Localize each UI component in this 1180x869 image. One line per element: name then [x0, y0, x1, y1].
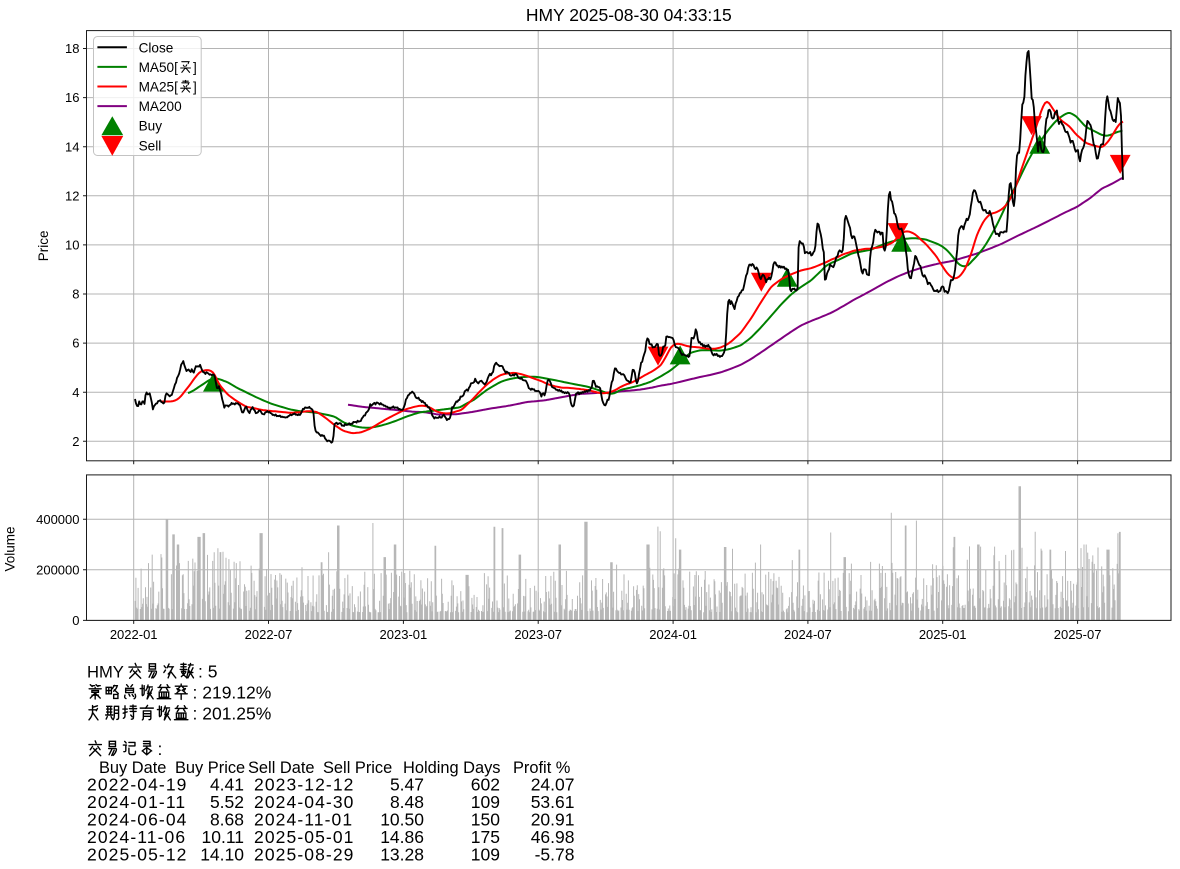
svg-text:4: 4 [72, 385, 79, 400]
svg-text:400000: 400000 [36, 512, 79, 527]
svg-text:2: 2 [72, 434, 79, 449]
svg-text:2025-05-12: 2025-05-12 [87, 845, 188, 865]
svg-text:: 219.12%: : 219.12% [193, 683, 272, 703]
svg-text:2025-07: 2025-07 [1054, 627, 1102, 642]
svg-text:5.47: 5.47 [390, 775, 424, 795]
svg-text:]: ] [193, 80, 197, 95]
svg-text:12: 12 [65, 188, 79, 203]
svg-text:2023-01: 2023-01 [380, 627, 428, 642]
svg-text:2024-01: 2024-01 [649, 627, 697, 642]
svg-text:8.68: 8.68 [210, 810, 244, 830]
svg-text:2024-06-04: 2024-06-04 [87, 810, 188, 830]
svg-text:-5.78: -5.78 [535, 845, 575, 865]
svg-text:14.86: 14.86 [380, 827, 424, 847]
svg-text:10.11: 10.11 [202, 827, 245, 847]
svg-text:Holding Days: Holding Days [403, 759, 500, 777]
svg-text:24.07: 24.07 [531, 775, 575, 795]
svg-text:2024-11-06: 2024-11-06 [87, 827, 186, 847]
svg-text:46.98: 46.98 [531, 827, 575, 847]
svg-text:: 5: : 5 [198, 662, 217, 682]
svg-text:150: 150 [471, 810, 500, 830]
svg-text:16: 16 [65, 90, 79, 105]
svg-text:HMY 2025-08-30 04:33:15: HMY 2025-08-30 04:33:15 [526, 5, 732, 25]
svg-text:2025-05-01: 2025-05-01 [254, 827, 355, 847]
svg-text:]: ] [193, 60, 197, 75]
svg-text:109: 109 [471, 792, 500, 812]
svg-text:Price: Price [36, 230, 51, 261]
svg-text:2022-07: 2022-07 [245, 627, 293, 642]
svg-text:6: 6 [72, 336, 79, 351]
svg-text:10: 10 [65, 238, 79, 253]
svg-text:2024-04-30: 2024-04-30 [254, 792, 355, 812]
svg-text:Buy Date: Buy Date [99, 759, 166, 777]
svg-text:200000: 200000 [36, 562, 79, 577]
svg-text:MA50[: MA50[ [139, 60, 179, 75]
svg-text:Profit %: Profit % [513, 759, 570, 777]
svg-text:2023-12-12: 2023-12-12 [254, 775, 355, 795]
svg-text:0: 0 [72, 613, 79, 628]
svg-text:2024-01-11: 2024-01-11 [87, 792, 186, 812]
svg-text::: : [158, 739, 163, 759]
svg-text:: 201.25%: : 201.25% [193, 704, 272, 724]
svg-text:8.48: 8.48 [390, 792, 424, 812]
svg-text:2022-01: 2022-01 [110, 627, 158, 642]
svg-text:Sell Price: Sell Price [323, 759, 392, 777]
svg-text:MA25[: MA25[ [139, 80, 179, 95]
svg-text:2024-11-01: 2024-11-01 [254, 810, 353, 830]
svg-text:14: 14 [65, 139, 79, 154]
svg-text:109: 109 [471, 845, 500, 865]
svg-text:Volume: Volume [3, 526, 18, 571]
svg-text:602: 602 [471, 775, 500, 795]
svg-text:2022-04-19: 2022-04-19 [87, 775, 188, 795]
svg-text:18: 18 [65, 41, 79, 56]
svg-text:Buy Price: Buy Price [175, 759, 245, 777]
svg-text:2023-07: 2023-07 [514, 627, 562, 642]
svg-text:8: 8 [72, 287, 79, 302]
svg-text:Buy: Buy [139, 119, 163, 134]
svg-text:MA200: MA200 [139, 99, 183, 114]
svg-text:HMY: HMY [87, 663, 124, 682]
svg-text:2024-07: 2024-07 [784, 627, 832, 642]
svg-text:20.91: 20.91 [531, 810, 575, 830]
svg-text:4.41: 4.41 [210, 775, 244, 795]
svg-text:Sell Date: Sell Date [248, 759, 315, 777]
svg-text:10.50: 10.50 [380, 810, 424, 830]
svg-text:2025-01: 2025-01 [919, 627, 967, 642]
svg-text:13.28: 13.28 [380, 845, 424, 865]
svg-text:Close: Close [139, 40, 174, 55]
svg-text:14.10: 14.10 [200, 845, 244, 865]
svg-text:2025-08-29: 2025-08-29 [254, 845, 355, 865]
svg-text:5.52: 5.52 [210, 792, 244, 812]
svg-text:53.61: 53.61 [531, 792, 575, 812]
svg-text:175: 175 [471, 827, 500, 847]
svg-text:Sell: Sell [139, 138, 162, 153]
